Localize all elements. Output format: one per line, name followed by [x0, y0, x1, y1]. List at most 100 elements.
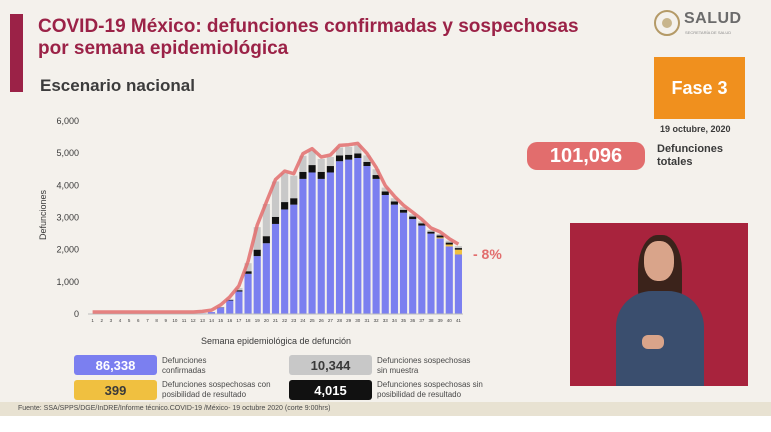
bar-confirmed: [363, 166, 371, 314]
bottom-strip: [0, 416, 771, 432]
total-deaths-label: Defunciones totales: [657, 143, 724, 168]
x-tick-label: 17: [236, 318, 242, 323]
x-tick-label: 26: [319, 318, 325, 323]
bar-confirmed: [308, 172, 316, 314]
x-tick-label: 8: [155, 318, 158, 323]
x-tick-label: 5: [128, 318, 131, 323]
bar-no-sample: [345, 146, 353, 155]
bar-no-sample: [271, 181, 280, 217]
bar-no-sample: [427, 230, 435, 232]
x-tick-label: 22: [282, 318, 288, 323]
x-axis-label: Semana epidemiológica de defunción: [201, 336, 351, 346]
x-tick-label: 14: [209, 318, 215, 323]
title-accent-bar: [10, 14, 23, 92]
y-tick-label: 5,000: [56, 148, 79, 158]
bar-confirmed: [281, 209, 289, 314]
x-tick-label: 36: [410, 318, 416, 323]
x-tick-label: 10: [172, 318, 178, 323]
bar-confirmed: [399, 212, 408, 314]
bar-confirmed: [290, 204, 298, 314]
bar-confirmed: [445, 246, 453, 314]
bar-no-sample: [262, 203, 270, 237]
total-deaths-value: 101,096: [527, 142, 645, 170]
x-tick-label: 21: [273, 318, 279, 323]
chart-bars: [198, 145, 462, 314]
bar-no-result: [244, 271, 252, 274]
bar-no-sample: [399, 207, 408, 210]
bar-no-sample: [281, 173, 289, 203]
page-title: COVID-19 México: defunciones confirmadas…: [38, 16, 579, 59]
bar-confirmed: [226, 300, 234, 314]
bar-no-sample: [226, 298, 234, 300]
bar-no-result: [335, 155, 344, 162]
y-axis-label: Defunciones: [38, 189, 48, 240]
bar-no-sample: [409, 214, 417, 217]
trend-line: [92, 141, 460, 314]
bar-no-result: [345, 154, 353, 160]
bar-no-sample: [454, 246, 462, 249]
bar-no-sample: [363, 155, 371, 162]
bar-confirmed: [409, 219, 417, 314]
bar-no-result: [390, 201, 398, 205]
x-axis: 1 2 3 4 5 6 7 8 9 10 11 12 13 14 15 16 17 18 19 20 21 22 23 24 2…: [88, 313, 463, 323]
bar-confirmed: [427, 233, 435, 314]
bar-confirmed: [207, 312, 216, 314]
bar-no-result: [354, 153, 362, 158]
bar-confirmed: [345, 159, 353, 314]
x-tick-label: 1: [91, 318, 94, 323]
legend-no-sample-label: Defunciones sospechosas sin muestra: [377, 356, 471, 375]
legend-no-result-label: Defunciones sospechosas sin posibilidad …: [377, 380, 483, 399]
y-tick-label: 1,000: [56, 277, 79, 287]
bar-no-sample: [445, 240, 453, 243]
bar-possible-result: [436, 237, 444, 239]
x-tick-label: 35: [401, 318, 407, 323]
bar-confirmed: [354, 157, 362, 314]
source-note: Fuente: SSA/SPPS/DGE/InDRE/Informe técni…: [18, 405, 331, 412]
x-tick-label: 2: [100, 318, 103, 323]
bar-no-result: [253, 249, 261, 257]
bar-confirmed: [418, 225, 426, 314]
salud-logo: SALUD SECRETARÍA DE SALUD: [654, 10, 754, 40]
legend-possible-result-value: 399: [74, 380, 157, 400]
x-tick-label: 37: [419, 318, 425, 323]
bar-confirmed: [390, 204, 398, 314]
bar-possible-result: [454, 249, 462, 255]
x-tick-label: 25: [310, 318, 316, 323]
bar-no-sample: [390, 198, 398, 202]
interpreter-face: [644, 241, 674, 281]
bar-confirmed: [326, 172, 334, 314]
legend-no-sample-value: 10,344: [289, 355, 372, 375]
x-tick-label: 38: [428, 318, 434, 323]
x-tick-label: 30: [355, 318, 361, 323]
bar-confirmed: [244, 273, 252, 314]
bar-confirmed: [317, 178, 325, 314]
bar-no-sample: [372, 169, 380, 176]
x-tick-label: 12: [191, 318, 197, 323]
bar-confirmed: [253, 256, 261, 314]
report-date: 19 octubre, 2020: [660, 124, 731, 134]
x-tick-label: 15: [218, 318, 224, 323]
bar-possible-result: [445, 244, 453, 247]
x-tick-label: 32: [374, 318, 380, 323]
bar-confirmed: [235, 291, 243, 314]
bar-no-result: [308, 165, 316, 173]
phase-badge: Fase 3: [654, 57, 745, 119]
bar-no-result: [399, 209, 408, 213]
bar-confirmed: [372, 178, 380, 314]
bar-no-sample: [235, 287, 243, 291]
page-subtitle: Escenario nacional: [40, 76, 195, 95]
y-tick-label: 3,000: [56, 213, 79, 223]
legend-possible-result-label: Defunciones sospechosas con posibilidad …: [162, 380, 271, 399]
x-tick-label: 28: [337, 318, 343, 323]
bar-no-result: [317, 171, 325, 179]
x-tick-label: 29: [346, 318, 352, 323]
x-tick-label: 34: [392, 318, 398, 323]
y-tick-label: 6,000: [56, 116, 79, 126]
x-tick-label: 39: [438, 318, 444, 323]
bar-no-result: [381, 191, 389, 195]
bar-confirmed: [271, 223, 280, 314]
logo-subtext: SECRETARÍA DE SALUD: [685, 30, 732, 35]
bar-no-result: [409, 216, 417, 220]
bar-no-sample: [299, 155, 307, 172]
